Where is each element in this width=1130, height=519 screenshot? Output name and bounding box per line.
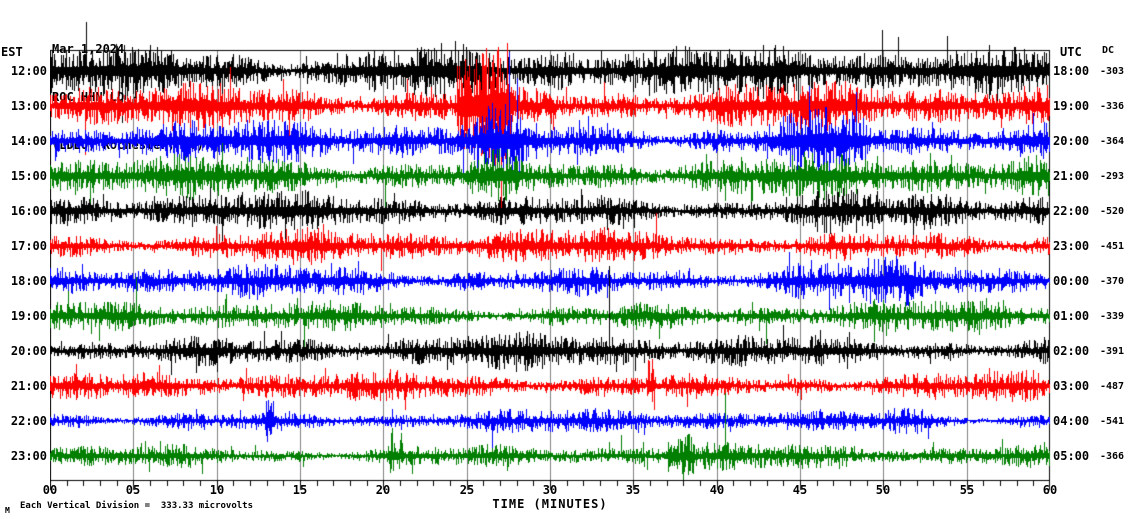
seismogram-canvas bbox=[50, 0, 1051, 505]
dc-offset-value: -293 bbox=[1100, 171, 1125, 182]
x-tick-label: 40 bbox=[709, 483, 725, 497]
utc-time-label: 22:00 bbox=[1053, 204, 1090, 218]
x-tick-label: 60 bbox=[1042, 483, 1058, 497]
utc-time-label: 01:00 bbox=[1053, 309, 1090, 323]
dc-column-title: DC bbox=[1102, 45, 1115, 56]
est-time-label: 23:00 bbox=[10, 449, 47, 463]
x-tick-label: 45 bbox=[792, 483, 808, 497]
utc-time-label: 05:00 bbox=[1053, 449, 1090, 463]
est-time-label: 17:00 bbox=[10, 239, 47, 253]
x-tick-label: 05 bbox=[125, 483, 141, 497]
utc-time-label: 04:00 bbox=[1053, 414, 1090, 428]
x-tick-label: 15 bbox=[292, 483, 308, 497]
x-axis-title: TIME (MINUTES) bbox=[492, 497, 608, 511]
utc-time-label: 21:00 bbox=[1053, 169, 1090, 183]
est-time-label: 16:00 bbox=[10, 204, 47, 218]
est-time-label: 13:00 bbox=[10, 99, 47, 113]
dc-offset-value: -366 bbox=[1100, 451, 1125, 462]
dc-offset-value: -339 bbox=[1100, 311, 1125, 322]
est-time-label: 15:00 bbox=[10, 169, 47, 183]
x-tick-label: 10 bbox=[209, 483, 225, 497]
dc-offset-value: -336 bbox=[1100, 101, 1125, 112]
utc-time-label: 02:00 bbox=[1053, 344, 1090, 358]
utc-time-label: 00:00 bbox=[1053, 274, 1090, 288]
dc-offset-value: -520 bbox=[1100, 206, 1125, 217]
left-axis-title: EST bbox=[1, 45, 23, 59]
x-tick-label: 00 bbox=[42, 483, 58, 497]
dc-offset-value: -364 bbox=[1100, 136, 1125, 147]
x-tick-label: 25 bbox=[459, 483, 475, 497]
logo-mark: M bbox=[5, 506, 10, 515]
utc-time-label: 23:00 bbox=[1053, 239, 1090, 253]
dc-offset-value: -487 bbox=[1100, 381, 1125, 392]
dc-offset-value: -370 bbox=[1100, 276, 1125, 287]
utc-time-label: 03:00 bbox=[1053, 379, 1090, 393]
utc-time-label: 20:00 bbox=[1053, 134, 1090, 148]
scale-note: Each Vertical Division = 333.33 microvol… bbox=[20, 501, 253, 511]
x-tick-label: 20 bbox=[375, 483, 391, 497]
est-time-label: 18:00 bbox=[10, 274, 47, 288]
utc-time-label: 18:00 bbox=[1053, 64, 1090, 78]
dc-offset-value: -451 bbox=[1100, 241, 1125, 252]
x-tick-label: 30 bbox=[542, 483, 558, 497]
est-time-label: 14:00 bbox=[10, 134, 47, 148]
x-tick-label: 35 bbox=[625, 483, 641, 497]
utc-time-label: 19:00 bbox=[1053, 99, 1090, 113]
est-time-label: 19:00 bbox=[10, 309, 47, 323]
right-axis-title: UTC bbox=[1060, 45, 1082, 59]
x-tick-label: 55 bbox=[959, 483, 975, 497]
dc-offset-value: -391 bbox=[1100, 346, 1125, 357]
dc-offset-value: -303 bbox=[1100, 66, 1125, 77]
est-time-label: 21:00 bbox=[10, 379, 47, 393]
dc-offset-value: -541 bbox=[1100, 416, 1125, 427]
est-time-label: 20:00 bbox=[10, 344, 47, 358]
est-time-label: 12:00 bbox=[10, 64, 47, 78]
x-tick-label: 50 bbox=[875, 483, 891, 497]
est-time-label: 22:00 bbox=[10, 414, 47, 428]
